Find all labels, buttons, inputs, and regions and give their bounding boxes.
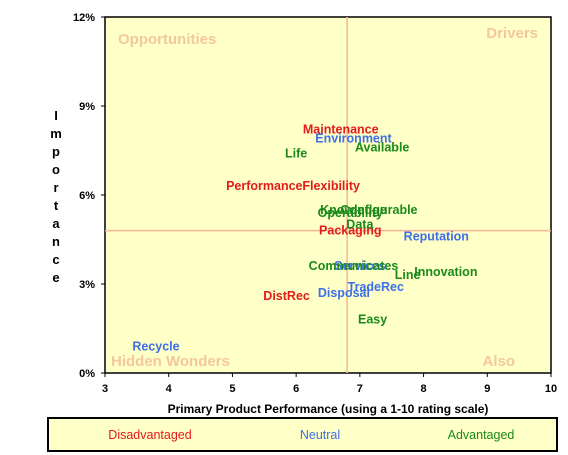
y-axis-title-letter: p <box>52 144 60 159</box>
data-point-recycle: Recycle <box>132 339 179 353</box>
data-point-configurable: Configurable <box>340 203 417 217</box>
y-axis-title-letter: a <box>52 216 60 231</box>
y-axis-title-letter: o <box>52 162 60 177</box>
y-axis-title-letter: n <box>52 234 60 249</box>
quadrant-label-drivers: Drivers <box>486 25 538 42</box>
data-point-available: Available <box>355 141 409 155</box>
data-point-operability: Operability <box>318 206 383 220</box>
legend-box <box>47 417 558 452</box>
data-point-packaging: Packaging <box>319 224 382 238</box>
y-axis-title-letter: c <box>52 252 59 267</box>
data-point-performance: Performance <box>226 179 302 193</box>
y-tick-label: 6% <box>79 190 95 202</box>
data-point-life: Life <box>285 146 307 160</box>
x-tick-label: 3 <box>102 383 108 395</box>
legend-item-neutral: Neutral <box>300 428 340 442</box>
data-point-flexibility: Flexibility <box>302 179 360 193</box>
data-point-easy: Easy <box>358 313 387 327</box>
data-point-communicates: Communicates <box>309 259 399 273</box>
data-point-disposal: Disposal <box>318 286 370 300</box>
x-tick-label: 6 <box>293 383 299 395</box>
data-point-innovation: Innovation <box>414 265 477 279</box>
y-axis-title-letter: e <box>52 270 59 285</box>
y-tick-label: 0% <box>79 368 95 380</box>
data-point-traderec: TradeRec <box>348 280 404 294</box>
quadrant-label-opportunities: Opportunities <box>118 31 216 48</box>
x-tick-label: 7 <box>357 383 363 395</box>
plot-area <box>104 16 552 374</box>
legend-item-advantaged: Advantaged <box>448 428 515 442</box>
x-axis-title: Primary Product Performance (using a 1-1… <box>168 402 489 416</box>
y-tick-label: 12% <box>73 12 95 24</box>
x-tick-label: 9 <box>484 383 490 395</box>
quadrant-label-also: Also <box>482 353 515 370</box>
y-axis-title-letter: t <box>54 198 59 213</box>
data-point-services: Services <box>334 259 385 273</box>
data-point-environment: Environment <box>315 132 392 146</box>
data-point-data: Data <box>346 218 374 232</box>
data-point-knowledge: Knowledge <box>320 203 387 217</box>
y-axis-title-letter: r <box>53 180 58 195</box>
y-tick-label: 9% <box>79 101 95 113</box>
data-point-reputation: Reputation <box>404 230 469 244</box>
x-tick-label: 5 <box>229 383 235 395</box>
quadrant-label-hidden-wonders: Hidden Wonders <box>111 353 230 370</box>
y-axis-title-letter: I <box>54 108 58 123</box>
y-axis-title-letter: m <box>50 126 62 141</box>
x-tick-label: 4 <box>166 383 173 395</box>
y-tick-label: 3% <box>79 279 95 291</box>
data-point-maintenance: Maintenance <box>303 123 379 137</box>
data-point-line: Line <box>395 268 421 282</box>
x-tick-label: 10 <box>545 383 557 395</box>
legend-item-disadvantaged: Disadvantaged <box>108 428 191 442</box>
x-tick-label: 8 <box>421 383 427 395</box>
data-point-distrec: DistRec <box>263 289 310 303</box>
